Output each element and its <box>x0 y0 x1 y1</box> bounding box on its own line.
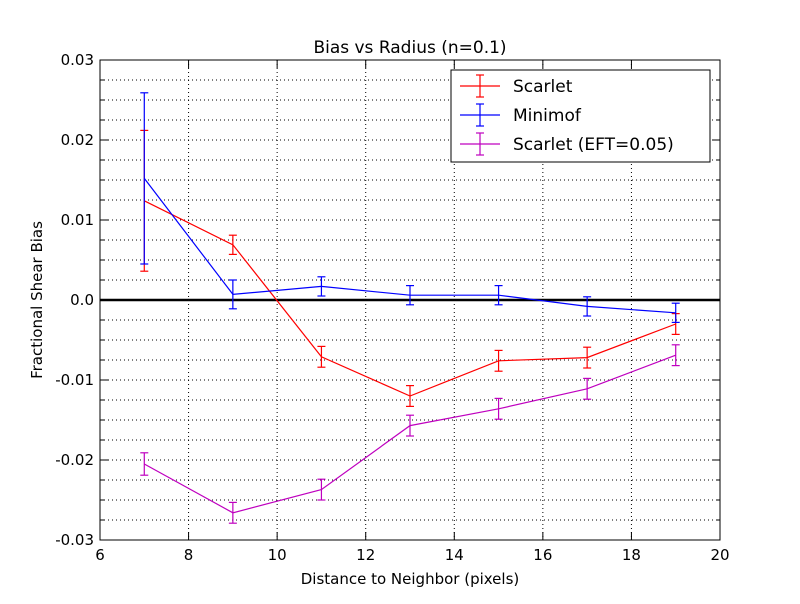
x-tick-label: 18 <box>622 546 641 564</box>
legend-frame <box>450 69 711 163</box>
y-tick-label: -0.03 <box>55 531 94 549</box>
legend: Scarlet Minimof Scarlet (EFT=0.05) <box>450 69 711 163</box>
ticks: 6 8 10 12 14 16 18 20 -0.03 -0.02 -0.01 0.0 0.01 0.02… <box>55 51 729 564</box>
x-axis-label: Distance to Neighbor (pixels) <box>301 570 519 588</box>
y-tick-label: 0.01 <box>61 211 94 229</box>
x-tick-label: 6 <box>95 546 105 564</box>
legend-label: Minimof <box>513 106 582 126</box>
y-tick-label: 0.0 <box>70 291 94 309</box>
x-tick-label: 16 <box>533 546 552 564</box>
legend-label: Scarlet (EFT=0.05) <box>513 135 674 155</box>
series-0 <box>140 129 680 407</box>
x-tick-label: 12 <box>356 546 375 564</box>
series-1 <box>140 92 680 323</box>
chart-title: Bias vs Radius (n=0.1) <box>313 38 506 58</box>
y-axis-label: Fractional Shear Bias <box>28 221 46 379</box>
legend-item: Minimof <box>460 103 582 127</box>
legend-item: Scarlet (EFT=0.05) <box>460 132 674 156</box>
y-tick-label: 0.02 <box>61 131 94 149</box>
x-tick-label: 20 <box>710 546 729 564</box>
y-tick-label: 0.03 <box>61 51 94 69</box>
y-tick-label: -0.01 <box>55 371 94 389</box>
legend-label: Scarlet <box>513 77 573 97</box>
x-tick-label: 10 <box>268 546 287 564</box>
y-tick-label: -0.02 <box>55 451 94 469</box>
series-2 <box>140 344 680 524</box>
x-tick-label: 8 <box>184 546 194 564</box>
legend-item: Scarlet <box>460 74 573 98</box>
series-layer <box>140 92 680 524</box>
x-tick-label: 14 <box>445 546 464 564</box>
